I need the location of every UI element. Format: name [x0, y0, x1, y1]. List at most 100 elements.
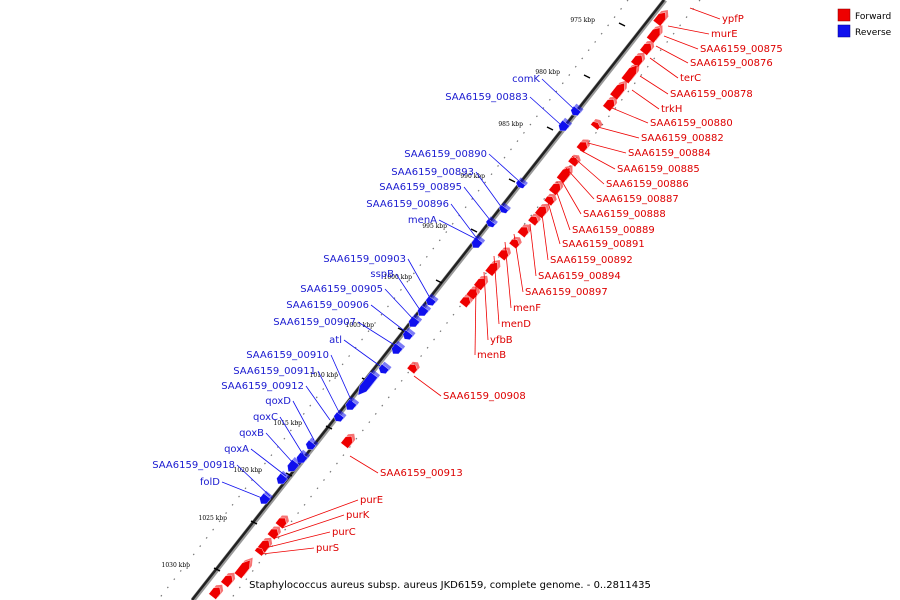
gene-arrow — [357, 371, 378, 396]
gene-labels: ypfP murE SAA6159_00875 SAA6159_00876 terC SA… — [152, 7, 783, 555]
forward-gene-arrow — [484, 259, 501, 277]
leader-line — [475, 171, 503, 209]
forward-gene-arrow — [508, 236, 522, 250]
leader-line — [593, 125, 640, 139]
reverse-gene-arrow — [276, 470, 291, 485]
reverse-gene-arrow — [287, 457, 302, 472]
gene-name: SAA6159_00897 — [525, 287, 608, 298]
reverse-gene-arrow — [498, 202, 511, 214]
scale-tick: 985 kbp — [498, 121, 554, 131]
reverse-gene-arrow — [357, 369, 381, 396]
leader-line — [221, 481, 263, 499]
forward-gene-label: SAA6159_00913 — [349, 455, 463, 479]
leader-line — [488, 153, 521, 183]
gene-arrow — [276, 473, 288, 485]
tick-mark — [546, 126, 554, 131]
gene-arrow — [567, 157, 579, 168]
scale-tick: 975 kbp — [570, 17, 626, 27]
gene-arrow — [208, 587, 221, 600]
tick-label: 975 kbp — [570, 17, 595, 24]
tick-label: 1030 kbp — [162, 562, 191, 569]
leader-line — [547, 201, 561, 245]
reverse-gene-arrow — [515, 177, 528, 189]
forward-gene-arrow — [639, 40, 655, 56]
reverse-gene-arrow — [259, 490, 274, 505]
reverse-gene-arrow — [417, 302, 432, 317]
gene-arrow — [602, 99, 615, 112]
scale-tick: 1020 kbp — [234, 467, 293, 477]
leader-line — [292, 400, 315, 441]
forward-gene-arrow — [340, 433, 356, 449]
tick-label: 1000 kbp — [384, 274, 413, 281]
gene-name: menB — [477, 350, 506, 361]
leader-line — [349, 455, 379, 474]
reverse-gene-arrow — [345, 396, 360, 411]
leader-line — [264, 531, 331, 549]
reverse-gene-label: SAA6159_00890 — [404, 149, 521, 183]
forward-gene-arrow — [590, 119, 603, 131]
gene-arrow — [425, 295, 437, 306]
reverse-gene-label: qoxC — [253, 412, 305, 457]
leader-line — [474, 285, 477, 356]
tick-label: 990 kbp — [460, 173, 485, 180]
leader-line — [587, 142, 627, 154]
scale-tick: 980 kbp — [535, 69, 591, 79]
forward-gene-arrow — [208, 584, 224, 600]
leader-line — [611, 107, 649, 124]
gene-arrow — [459, 296, 471, 308]
reverse-gene-label: SAA6159_00893 — [391, 167, 503, 209]
forward-gene-arrow — [556, 165, 573, 184]
leader-line — [343, 339, 381, 367]
gene-name: SAA6159_00892 — [550, 255, 633, 266]
forward-gene-label: SAA6159_00889 — [555, 189, 655, 236]
reverse-gene-label: SAA6159_00896 — [366, 199, 479, 241]
forward-gene-label: terC — [649, 57, 701, 84]
forward-gene-arrow — [517, 224, 531, 238]
gene-arrow — [220, 575, 233, 588]
gene-arrow — [473, 278, 486, 291]
gene-name: SAA6159_00905 — [300, 284, 383, 295]
scale-tick: 995 kbp — [422, 223, 478, 233]
leader-line — [667, 25, 710, 35]
reverse-gene-label: folD — [200, 477, 263, 499]
forward-gene-label: purS — [261, 543, 339, 555]
gene-arrow — [233, 559, 251, 579]
forward-gene-arrow — [473, 275, 489, 291]
genome-caption: Staphylococcus aureus subsp. aureus JKD6… — [249, 580, 651, 591]
guide-dots-right — [229, 0, 701, 600]
reverse-gene-arrow — [408, 313, 423, 328]
forward-gene-label: SAA6159_00892 — [541, 213, 633, 266]
gene-name: SAA6159_00908 — [443, 391, 526, 402]
gene-name: SAA6159_00894 — [538, 271, 621, 282]
gene-arrow — [254, 547, 265, 557]
gene-name: sspB — [370, 269, 394, 280]
gene-arrow — [275, 517, 287, 529]
leader-line — [279, 416, 305, 457]
forward-gene-arrow — [548, 180, 564, 196]
leader-line — [274, 514, 345, 539]
reverse-gene-label: SAA6159_00907 — [273, 317, 397, 347]
tick-mark — [250, 520, 258, 525]
gene-name: SAA6159_00876 — [690, 58, 773, 69]
gene-arrow — [417, 305, 429, 317]
leader-line — [579, 149, 616, 170]
tick-mark — [213, 567, 221, 572]
forward-gene-label: purC — [264, 527, 356, 549]
forward-gene-label: SAA6159_00887 — [565, 167, 679, 205]
forward-gene-label: SAA6159_00886 — [571, 155, 689, 190]
forward-gene-arrow — [609, 80, 628, 101]
gene-arrow — [543, 196, 555, 207]
forward-gene-label: purE — [281, 495, 383, 529]
forward-gene-arrow — [646, 25, 663, 44]
scale-tick: 1010 kbp — [310, 372, 369, 382]
gene-arrow — [333, 411, 345, 422]
forward-gene-label: menB — [474, 285, 506, 361]
forward-gene-label: SAA6159_00888 — [559, 177, 666, 220]
gene-name: murE — [711, 29, 738, 40]
leader-line — [555, 189, 571, 231]
leader-line — [261, 547, 315, 555]
gene-arrow — [508, 239, 520, 250]
reverse-gene-arrow — [425, 293, 439, 306]
forward-gene-arrow — [267, 526, 281, 540]
gene-name: SAA6159_00890 — [404, 149, 487, 160]
